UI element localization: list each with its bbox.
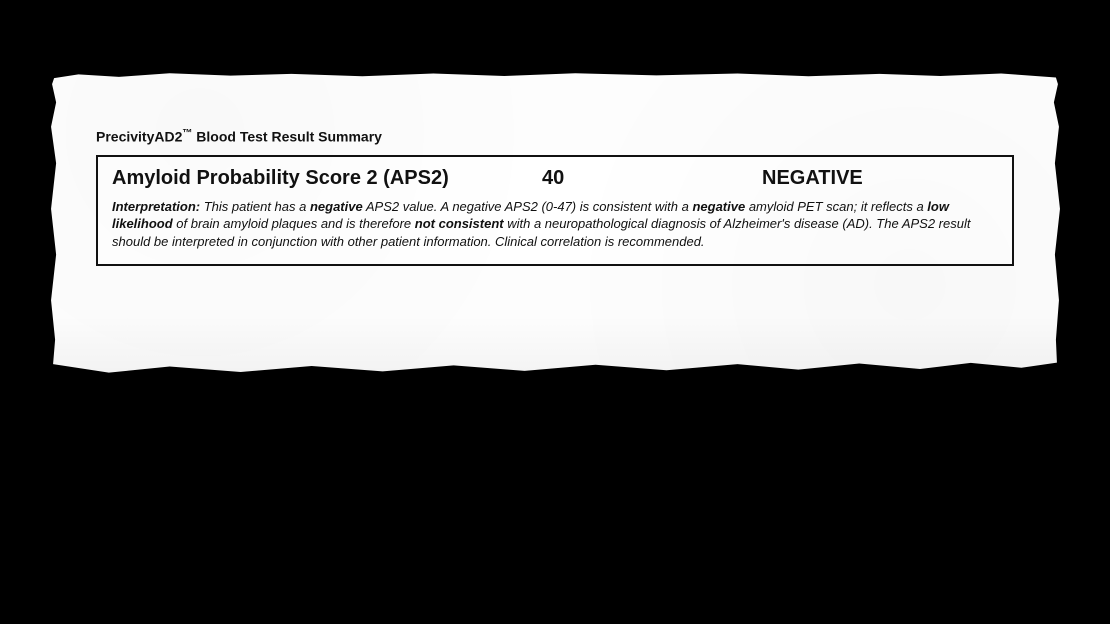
result-value: 40 <box>542 167 722 190</box>
interp-bold1: negative <box>310 199 363 214</box>
document-paper: PrecivityAD2™ Blood Test Result Summary … <box>48 72 1062 376</box>
result-label: Amyloid Probability Score 2 (APS2) <box>112 167 542 190</box>
interpretation-text: Interpretation: This patient has a negat… <box>112 198 998 251</box>
interpretation-label: Interpretation: <box>112 199 200 214</box>
result-row: Amyloid Probability Score 2 (APS2) 40 NE… <box>112 167 998 190</box>
result-status: NEGATIVE <box>722 167 998 190</box>
document-title-suffix: Blood Test Result Summary <box>192 129 382 145</box>
document-title: PrecivityAD2™ Blood Test Result Summary <box>96 128 1014 145</box>
paper-wrap: PrecivityAD2™ Blood Test Result Summary … <box>48 72 1062 376</box>
product-name: PrecivityAD2 <box>96 129 182 145</box>
interp-seg1: This patient has a <box>200 199 310 214</box>
trademark-symbol: ™ <box>182 128 192 139</box>
interp-bold4: not consistent <box>415 216 504 231</box>
interp-bold2: negative <box>692 199 745 214</box>
interp-seg3: amyloid PET scan; it reflects a <box>745 199 927 214</box>
interp-seg4: of brain amyloid plaques and is therefor… <box>173 216 415 231</box>
result-box: Amyloid Probability Score 2 (APS2) 40 NE… <box>96 155 1014 267</box>
interp-seg2: APS2 value. A negative APS2 (0-47) is co… <box>363 199 693 214</box>
